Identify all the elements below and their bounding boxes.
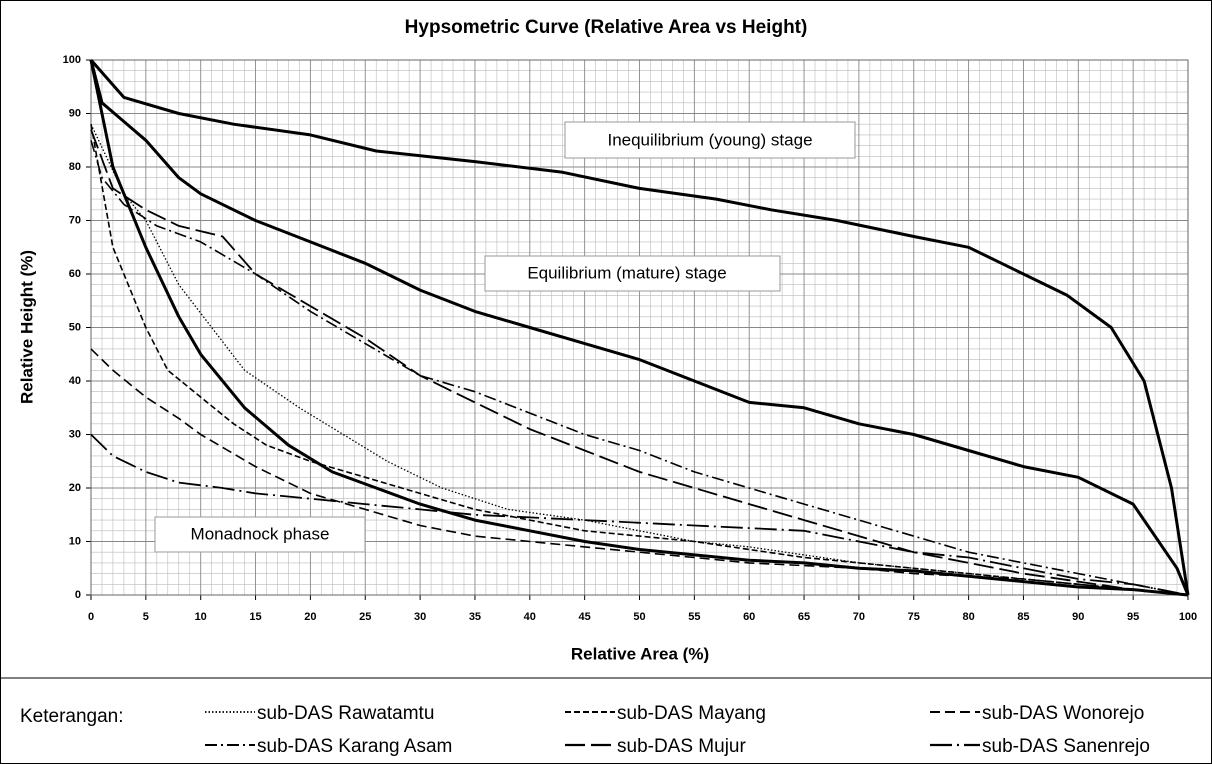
x-tick-label: 30 xyxy=(414,611,426,623)
x-tick-label: 50 xyxy=(633,611,645,623)
x-tick-label: 85 xyxy=(1017,611,1029,623)
annotation: Inequilibrium (young) stage xyxy=(607,130,812,149)
series-line xyxy=(90,348,1189,596)
y-tick-label: 90 xyxy=(69,107,81,119)
x-tick-label: 75 xyxy=(908,611,920,623)
x-tick-label: 55 xyxy=(688,611,700,623)
x-tick-label: 25 xyxy=(359,611,371,623)
y-tick-label: 60 xyxy=(69,268,81,280)
x-tick-label: 95 xyxy=(1127,611,1139,623)
x-tick-label: 80 xyxy=(962,611,974,623)
x-tick-label: 90 xyxy=(1072,611,1084,623)
x-tick-label: 45 xyxy=(579,611,591,623)
x-tick-label: 40 xyxy=(524,611,536,623)
y-tick-label: 80 xyxy=(69,161,81,173)
series-line xyxy=(90,124,1189,596)
x-tick-label: 0 xyxy=(88,611,94,623)
y-tick-label: 100 xyxy=(63,54,81,66)
annotation-box xyxy=(484,255,781,292)
chart-title: Hypsometric Curve (Relative Area vs Heig… xyxy=(405,17,808,38)
series-line xyxy=(90,140,1189,596)
x-tick-label: 10 xyxy=(195,611,207,623)
legend-title: Keterangan: xyxy=(20,706,124,727)
y-tick-label: 10 xyxy=(69,535,81,547)
grid xyxy=(86,59,1189,600)
y-tick-label: 70 xyxy=(69,214,81,226)
y-tick-label: 0 xyxy=(75,589,81,601)
series-line xyxy=(90,129,1189,596)
x-tick-label: 20 xyxy=(304,611,316,623)
annotation: Monadnock phase xyxy=(191,524,330,543)
x-tick-label: 70 xyxy=(853,611,865,623)
plot-border xyxy=(90,59,1189,596)
x-tick-label: 35 xyxy=(469,611,481,623)
x-tick-label: 100 xyxy=(1179,611,1197,623)
x-axis-label: Relative Area (%) xyxy=(571,644,709,663)
y-tick-label: 20 xyxy=(69,482,81,494)
x-tick-label: 65 xyxy=(798,611,810,623)
y-tick-label: 50 xyxy=(69,321,81,333)
legend-label: sub-DAS Rawatamtu xyxy=(257,703,434,724)
legend-label: sub-DAS Mayang xyxy=(617,703,766,724)
legend: sub-DAS Rawatamtu sub-DAS Mayang sub-DAS W… xyxy=(205,703,1150,757)
x-tick-label: 15 xyxy=(249,611,261,623)
legend-label: sub-DAS Wonorejo xyxy=(982,703,1144,724)
x-tick-label: 60 xyxy=(743,611,755,623)
series-line xyxy=(89,59,1190,596)
x-tick-label: 5 xyxy=(143,611,149,623)
annotation-box xyxy=(154,516,366,553)
y-tick-label: 40 xyxy=(69,375,81,387)
annotation: Equilibrium (mature) stage xyxy=(527,263,726,282)
legend-label: sub-DAS Karang Asam xyxy=(257,736,452,757)
y-tick-label: 30 xyxy=(69,428,81,440)
legend-label: sub-DAS Sanenrejo xyxy=(982,736,1150,757)
plot: 0 5 10 15 20 25 30 35 40 45 50 55 60 65 70 75 80 85 90 95 10… xyxy=(63,54,1198,623)
annotation-box xyxy=(564,121,856,159)
y-axis-label: Relative Height (%) xyxy=(17,250,36,404)
legend-label: sub-DAS Mujur xyxy=(617,736,746,757)
series-line xyxy=(89,59,1190,596)
